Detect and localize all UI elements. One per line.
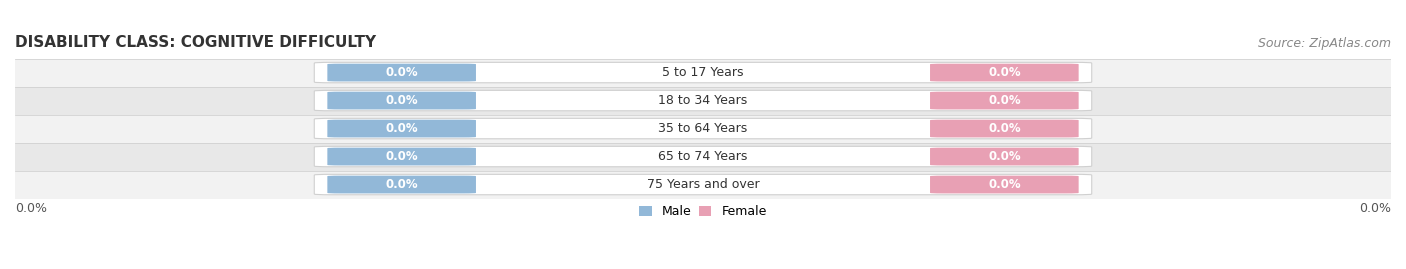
- Text: 0.0%: 0.0%: [988, 66, 1021, 79]
- Text: 35 to 64 Years: 35 to 64 Years: [658, 122, 748, 135]
- Text: 0.0%: 0.0%: [385, 178, 418, 191]
- Text: 0.0%: 0.0%: [1360, 202, 1391, 215]
- Text: 75 Years and over: 75 Years and over: [647, 178, 759, 191]
- FancyBboxPatch shape: [929, 148, 1078, 165]
- Text: 5 to 17 Years: 5 to 17 Years: [662, 66, 744, 79]
- FancyBboxPatch shape: [929, 92, 1078, 109]
- FancyBboxPatch shape: [328, 64, 477, 82]
- Text: 0.0%: 0.0%: [15, 202, 46, 215]
- Text: 65 to 74 Years: 65 to 74 Years: [658, 150, 748, 163]
- Bar: [15, 171, 1391, 199]
- Text: 0.0%: 0.0%: [988, 94, 1021, 107]
- Bar: [15, 59, 1391, 87]
- Text: 0.0%: 0.0%: [988, 150, 1021, 163]
- FancyBboxPatch shape: [929, 176, 1078, 193]
- FancyBboxPatch shape: [929, 120, 1078, 137]
- FancyBboxPatch shape: [315, 118, 1091, 139]
- Text: DISABILITY CLASS: COGNITIVE DIFFICULTY: DISABILITY CLASS: COGNITIVE DIFFICULTY: [15, 35, 377, 50]
- Text: 18 to 34 Years: 18 to 34 Years: [658, 94, 748, 107]
- Text: 0.0%: 0.0%: [385, 94, 418, 107]
- Legend: Male, Female: Male, Female: [634, 200, 772, 223]
- FancyBboxPatch shape: [315, 174, 1091, 195]
- FancyBboxPatch shape: [328, 120, 477, 137]
- FancyBboxPatch shape: [315, 146, 1091, 167]
- Text: Source: ZipAtlas.com: Source: ZipAtlas.com: [1258, 37, 1391, 50]
- Text: 0.0%: 0.0%: [385, 150, 418, 163]
- FancyBboxPatch shape: [328, 92, 477, 109]
- Bar: [15, 143, 1391, 171]
- FancyBboxPatch shape: [315, 90, 1091, 111]
- FancyBboxPatch shape: [328, 148, 477, 165]
- Text: 0.0%: 0.0%: [385, 122, 418, 135]
- FancyBboxPatch shape: [315, 62, 1091, 83]
- Text: 0.0%: 0.0%: [988, 178, 1021, 191]
- Bar: [15, 115, 1391, 143]
- Text: 0.0%: 0.0%: [988, 122, 1021, 135]
- Text: 0.0%: 0.0%: [385, 66, 418, 79]
- FancyBboxPatch shape: [929, 64, 1078, 82]
- Bar: [15, 87, 1391, 115]
- FancyBboxPatch shape: [328, 176, 477, 193]
